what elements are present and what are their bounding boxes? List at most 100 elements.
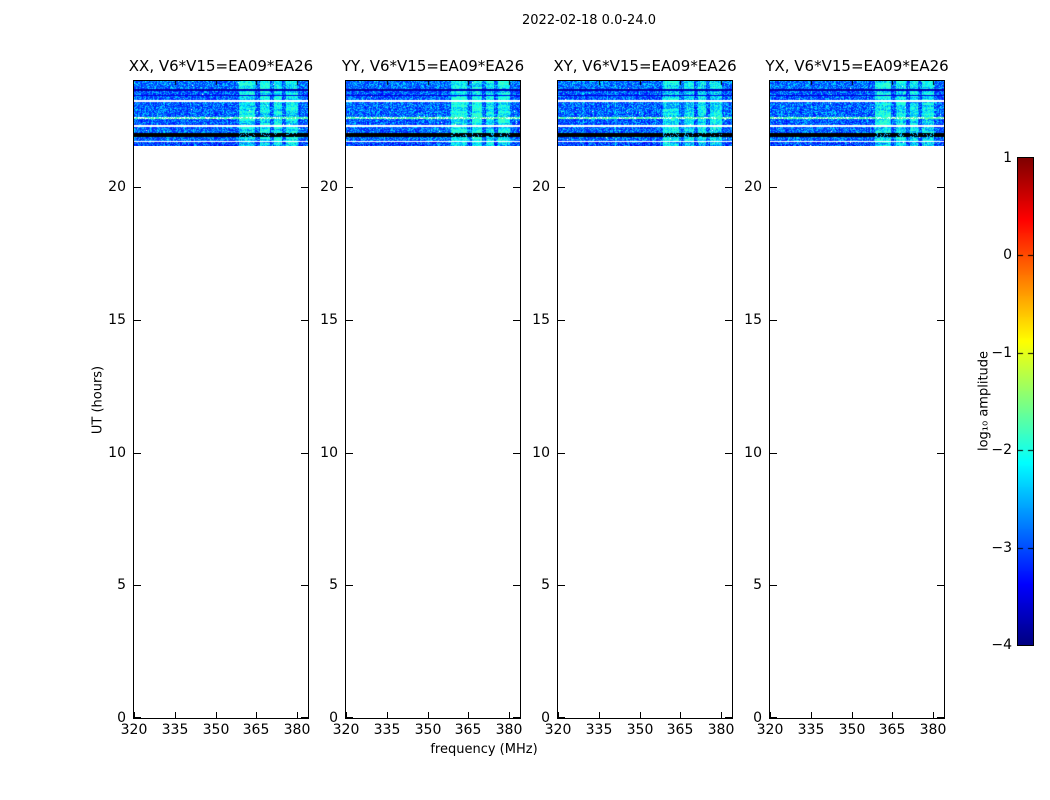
y-tick-label: 20 <box>320 179 338 195</box>
y-tick <box>770 320 777 321</box>
x-tick <box>852 712 853 718</box>
y-tick <box>558 320 565 321</box>
y-tick-label: 20 <box>108 179 126 195</box>
figure-title: 2022-02-18 0.0-24.0 <box>522 13 656 28</box>
y-tick-label: 10 <box>320 445 338 461</box>
x-tick-label: 365 <box>242 722 270 738</box>
y-tick-label: 15 <box>744 312 762 328</box>
y-tick-label: 15 <box>108 312 126 328</box>
spectrogram-yy <box>346 81 520 146</box>
y-tick <box>770 717 777 718</box>
y-tick <box>346 320 353 321</box>
x-tick-label: 380 <box>919 722 947 738</box>
x-tick <box>346 712 347 718</box>
y-tick <box>134 717 141 718</box>
y-tick <box>725 585 732 586</box>
x-tick <box>387 712 388 718</box>
x-tick <box>297 712 298 718</box>
x-tick-label: 320 <box>756 722 784 738</box>
x-tick-label: 335 <box>373 722 401 738</box>
y-tick <box>937 717 944 718</box>
panel-yy <box>345 80 521 719</box>
x-tick <box>216 712 217 718</box>
colorbar-tick-label: 0 <box>1003 247 1012 263</box>
y-tick <box>513 585 520 586</box>
panel-title-yy: YY, V6*V15=EA09*EA26 <box>341 57 525 75</box>
x-tick-label: 335 <box>797 722 825 738</box>
colorbar-tick-label: 1 <box>1003 150 1012 166</box>
spectrogram-xy <box>558 81 732 146</box>
y-tick <box>513 453 520 454</box>
y-tick-label: 20 <box>532 179 550 195</box>
y-tick-label: 0 <box>541 710 550 726</box>
y-tick <box>937 453 944 454</box>
spectrogram-xx <box>134 81 308 146</box>
x-tick <box>509 712 510 718</box>
x-tick <box>640 712 641 718</box>
y-tick <box>513 187 520 188</box>
y-axis-label: UT (hours) <box>90 365 106 435</box>
x-axis-label: frequency (MHz) <box>430 742 538 757</box>
x-tick-label: 380 <box>495 722 523 738</box>
y-tick <box>770 187 777 188</box>
colorbar-tick-label: −4 <box>991 637 1012 653</box>
colorbar-tick-label: −3 <box>991 540 1012 556</box>
y-tick-label: 10 <box>744 445 762 461</box>
x-tick <box>558 712 559 718</box>
colorbar-tick-label: −1 <box>991 345 1012 361</box>
x-tick-label: 335 <box>585 722 613 738</box>
y-tick <box>301 187 308 188</box>
x-tick-label: 380 <box>707 722 735 738</box>
colorbar <box>1017 157 1034 646</box>
x-tick-label: 320 <box>544 722 572 738</box>
y-tick <box>513 320 520 321</box>
x-tick-label: 365 <box>878 722 906 738</box>
panel-yx <box>769 80 945 719</box>
y-tick <box>937 320 944 321</box>
x-tick <box>933 712 934 718</box>
y-tick-label: 15 <box>532 312 550 328</box>
y-tick <box>725 320 732 321</box>
y-tick <box>558 717 565 718</box>
x-tick <box>134 712 135 718</box>
y-tick <box>346 717 353 718</box>
y-tick-label: 0 <box>329 710 338 726</box>
spectrogram-yx <box>770 81 944 146</box>
y-tick <box>558 453 565 454</box>
y-tick-label: 10 <box>108 445 126 461</box>
x-tick <box>770 712 771 718</box>
x-tick-label: 350 <box>838 722 866 738</box>
x-tick <box>892 712 893 718</box>
colorbar-tick-label: −2 <box>991 442 1012 458</box>
x-tick <box>721 712 722 718</box>
x-tick <box>256 712 257 718</box>
y-tick <box>725 717 732 718</box>
y-tick <box>134 187 141 188</box>
x-tick-label: 320 <box>120 722 148 738</box>
y-tick <box>770 585 777 586</box>
x-tick-label: 350 <box>414 722 442 738</box>
y-tick <box>134 585 141 586</box>
x-tick <box>680 712 681 718</box>
y-tick-label: 15 <box>320 312 338 328</box>
x-tick-label: 335 <box>161 722 189 738</box>
panel-title-xx: XX, V6*V15=EA09*EA26 <box>128 57 314 75</box>
y-tick <box>346 453 353 454</box>
y-tick <box>346 585 353 586</box>
x-tick-label: 380 <box>283 722 311 738</box>
panel-xx <box>133 80 309 719</box>
y-tick <box>937 585 944 586</box>
x-tick <box>468 712 469 718</box>
y-tick <box>301 717 308 718</box>
y-tick <box>725 453 732 454</box>
y-tick-label: 0 <box>117 710 126 726</box>
x-tick-label: 350 <box>202 722 230 738</box>
panel-xy <box>557 80 733 719</box>
y-tick <box>558 585 565 586</box>
x-tick-label: 365 <box>666 722 694 738</box>
x-tick-label: 350 <box>626 722 654 738</box>
colorbar-label: log₁₀ amplitude <box>976 350 992 452</box>
panel-title-xy: XY, V6*V15=EA09*EA26 <box>553 57 737 75</box>
x-tick-label: 365 <box>454 722 482 738</box>
